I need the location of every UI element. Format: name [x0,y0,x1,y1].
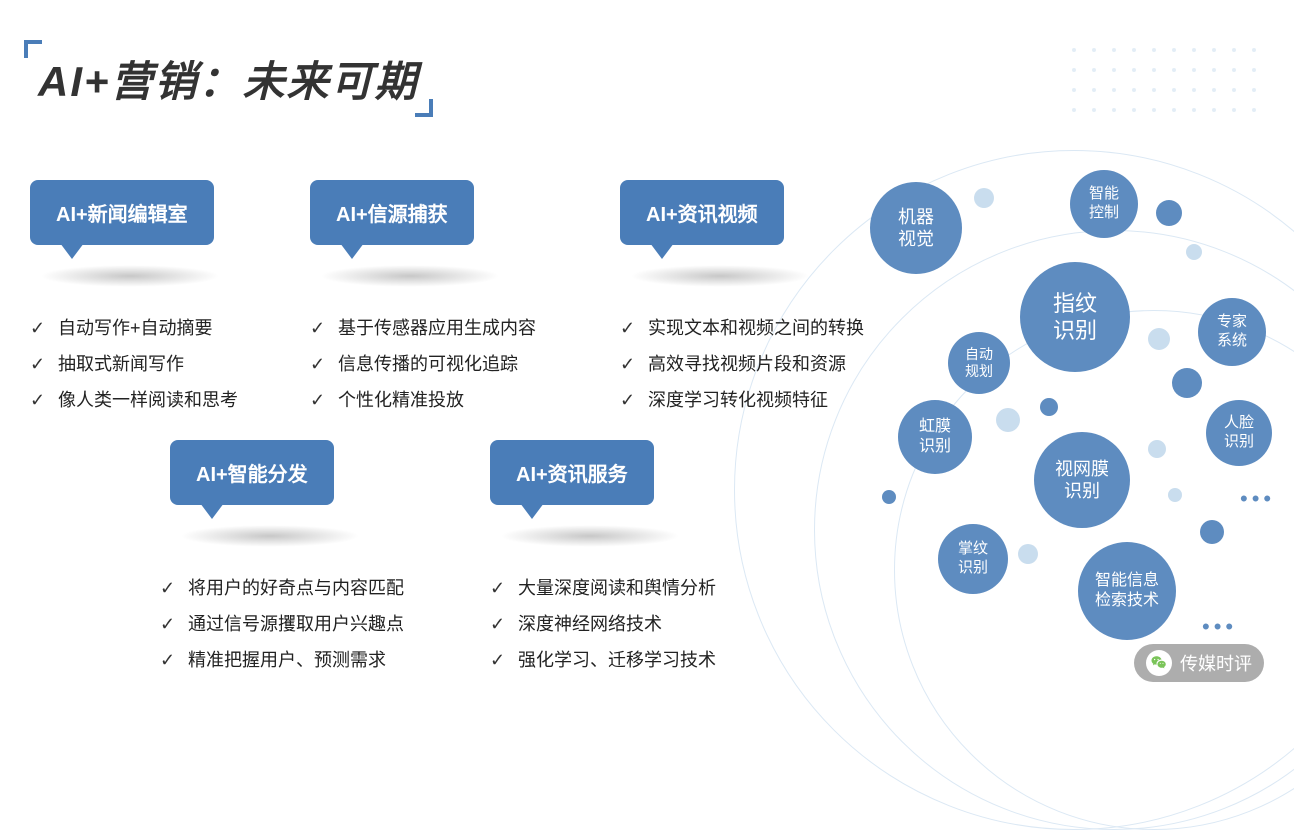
list-item: 高效寻找视频片段和资源 [620,346,864,382]
list-item: 自动写作+自动摘要 [30,310,238,346]
arc-decoration [734,150,1294,830]
list-item: 个性化精准投放 [310,382,536,418]
deco-circle [1186,244,1202,260]
list-item: 将用户的好奇点与内容匹配 [160,570,404,606]
deco-circle [1200,520,1224,544]
list-item: 信息传播的可视化追踪 [310,346,536,382]
card-list-4: 大量深度阅读和舆情分析深度神经网络技术强化学习、迁移学习技术 [490,570,716,678]
deco-circle [1156,200,1182,226]
card-list-1: 基于传感器应用生成内容信息传播的可视化追踪个性化精准投放 [310,310,536,418]
card-bubble-2: AI+资讯视频 [620,180,784,245]
list-item: 深度神经网络技术 [490,606,716,642]
deco-circle [1168,488,1182,502]
bubble-shadow [500,525,680,547]
list-item: 实现文本和视频之间的转换 [620,310,864,346]
list-item: 基于传感器应用生成内容 [310,310,536,346]
card-bubble-0: AI+新闻编辑室 [30,180,214,245]
ellipsis-icon: ••• [1202,614,1237,640]
tech-circle-9: 智能信息检索技术 [1078,542,1176,640]
card-bubble-3: AI+智能分发 [170,440,334,505]
watermark: 传媒时评 [1134,644,1264,682]
page-title-wrap: AI+营销：未来可期 [30,48,427,109]
tech-circle-3: 专家系统 [1198,298,1266,366]
deco-circle [996,408,1020,432]
card-bubble-4: AI+资讯服务 [490,440,654,505]
list-item: 像人类一样阅读和思考 [30,382,238,418]
card-bubble-1: AI+信源捕获 [310,180,474,245]
deco-circle [974,188,994,208]
deco-circle [1018,544,1038,564]
bubble-shadow [180,525,360,547]
tech-circle-4: 自动规划 [948,332,1010,394]
bubble-shadow [630,265,810,287]
tech-circle-5: 虹膜识别 [898,400,972,474]
list-item: 深度学习转化视频特征 [620,382,864,418]
deco-circle [1148,440,1166,458]
ellipsis-icon: ••• [1240,486,1275,512]
page-title: AI+营销：未来可期 [30,48,427,109]
list-item: 通过信号源攫取用户兴趣点 [160,606,404,642]
tech-circle-7: 视网膜识别 [1034,432,1130,528]
bubble-shadow [40,265,220,287]
card-list-0: 自动写作+自动摘要抽取式新闻写作像人类一样阅读和思考 [30,310,238,418]
tech-circle-2: 指纹识别 [1020,262,1130,372]
list-item: 强化学习、迁移学习技术 [490,642,716,678]
tech-circle-0: 机器视觉 [870,182,962,274]
card-list-2: 实现文本和视频之间的转换高效寻找视频片段和资源深度学习转化视频特征 [620,310,864,418]
tech-circle-8: 掌纹识别 [938,524,1008,594]
dot-grid-decoration [1064,40,1284,160]
deco-circle [1040,398,1058,416]
card-list-3: 将用户的好奇点与内容匹配通过信号源攫取用户兴趣点精准把握用户、预测需求 [160,570,404,678]
bubble-shadow [320,265,500,287]
wechat-icon [1146,650,1172,676]
deco-circle [1172,368,1202,398]
tech-circle-1: 智能控制 [1070,170,1138,238]
deco-circle [1148,328,1170,350]
list-item: 抽取式新闻写作 [30,346,238,382]
deco-circle [882,490,896,504]
title-corner-tl [24,40,42,58]
list-item: 大量深度阅读和舆情分析 [490,570,716,606]
watermark-text: 传媒时评 [1180,650,1252,676]
list-item: 精准把握用户、预测需求 [160,642,404,678]
tech-circle-6: 人脸识别 [1206,400,1272,466]
title-corner-br [415,99,433,117]
